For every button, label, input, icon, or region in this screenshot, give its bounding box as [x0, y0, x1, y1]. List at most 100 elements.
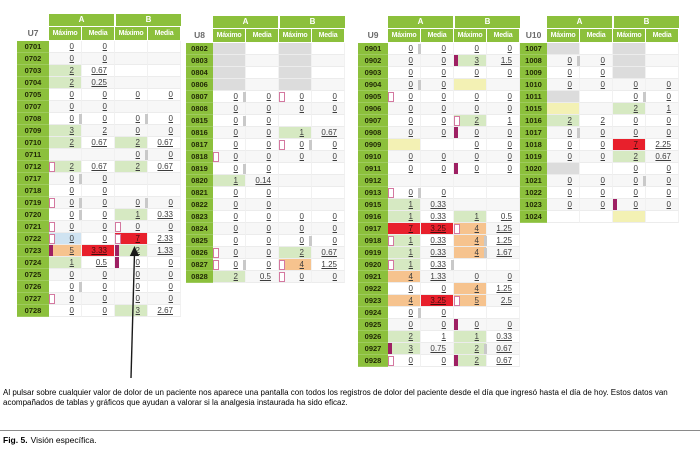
pain-value-link[interactable]: 0 [135, 90, 140, 99]
pain-value-link[interactable]: 2 [474, 356, 479, 365]
pain-value-link[interactable]: 0 [102, 222, 107, 231]
pain-value-link[interactable]: 0 [266, 104, 271, 113]
pain-value-link[interactable]: 2 [69, 162, 74, 171]
pain-value-link[interactable]: 0 [299, 212, 304, 221]
pain-value-link[interactable]: 0 [666, 80, 671, 89]
pain-value-link[interactable]: 0 [266, 224, 271, 233]
pain-value-link[interactable]: 0 [332, 104, 337, 113]
pain-value-link[interactable]: 0 [441, 320, 446, 329]
pain-value-link[interactable]: 0 [332, 272, 337, 281]
pain-value-link[interactable]: 0 [600, 128, 605, 137]
pain-value-link[interactable]: 0 [102, 42, 107, 51]
pain-value-link[interactable]: 0.67 [321, 128, 337, 137]
pain-value-link[interactable]: 0.33 [430, 212, 446, 221]
pain-value-link[interactable]: 0 [69, 270, 74, 279]
pain-value-link[interactable]: 0 [567, 188, 572, 197]
pain-value-link[interactable]: 0 [408, 188, 413, 197]
pain-value-link[interactable]: 0 [441, 308, 446, 317]
pain-value-link[interactable]: 0 [666, 128, 671, 137]
pain-value-link[interactable]: 4 [474, 224, 479, 233]
pain-value-link[interactable]: 0 [408, 92, 413, 101]
pain-value-link[interactable]: 4 [408, 296, 413, 305]
pain-value-link[interactable]: 0 [474, 164, 479, 173]
pain-value-link[interactable]: 0.33 [430, 236, 446, 245]
pain-value-link[interactable]: 0 [441, 80, 446, 89]
pain-value-link[interactable]: 0 [168, 294, 173, 303]
pain-value-link[interactable]: 0 [233, 164, 238, 173]
pain-value-link[interactable]: 2 [135, 246, 140, 255]
pain-value-link[interactable]: 0 [408, 152, 413, 161]
pain-value-link[interactable]: 0 [233, 92, 238, 101]
pain-value-link[interactable]: 0 [332, 140, 337, 149]
pain-value-link[interactable]: 0.67 [91, 162, 107, 171]
pain-value-link[interactable]: 0 [69, 234, 74, 243]
pain-value-link[interactable]: 0.67 [655, 152, 671, 161]
pain-value-link[interactable]: 0 [567, 128, 572, 137]
pain-value-link[interactable]: 0 [69, 306, 74, 315]
pain-value-link[interactable]: 0 [102, 306, 107, 315]
pain-value-link[interactable]: 0 [69, 210, 74, 219]
pain-value-link[interactable]: 1.33 [430, 272, 446, 281]
pain-value-link[interactable]: 1 [408, 200, 413, 209]
pain-value-link[interactable]: 0 [441, 92, 446, 101]
pain-value-link[interactable]: 0 [474, 92, 479, 101]
pain-value-link[interactable]: 0 [69, 114, 74, 123]
pain-value-link[interactable]: 0 [441, 284, 446, 293]
pain-value-link[interactable]: 0 [507, 272, 512, 281]
pain-value-link[interactable]: 0 [633, 164, 638, 173]
pain-value-link[interactable]: 0 [69, 102, 74, 111]
pain-value-link[interactable]: 0 [441, 44, 446, 53]
pain-value-link[interactable]: 1 [408, 248, 413, 257]
pain-value-link[interactable]: 0 [474, 152, 479, 161]
pain-value-link[interactable]: 0 [168, 270, 173, 279]
pain-value-link[interactable]: 0 [567, 200, 572, 209]
pain-value-link[interactable]: 0 [102, 294, 107, 303]
pain-value-link[interactable]: 0 [69, 174, 74, 183]
pain-value-link[interactable]: 0.75 [430, 344, 446, 353]
pain-value-link[interactable]: 0 [474, 272, 479, 281]
pain-value-link[interactable]: 0.33 [496, 332, 512, 341]
pain-value-link[interactable]: 0 [168, 282, 173, 291]
pain-value-link[interactable]: 0 [233, 260, 238, 269]
pain-value-link[interactable]: 0 [266, 140, 271, 149]
pain-value-link[interactable]: 0 [408, 44, 413, 53]
pain-value-link[interactable]: 0 [168, 90, 173, 99]
pain-value-link[interactable]: 0 [600, 56, 605, 65]
pain-value-link[interactable]: 0 [135, 150, 140, 159]
pain-value-link[interactable]: 1 [441, 332, 446, 341]
pain-value-link[interactable]: 0.67 [157, 162, 173, 171]
pain-value-link[interactable]: 0 [135, 198, 140, 207]
pain-value-link[interactable]: 0 [233, 116, 238, 125]
pain-value-link[interactable]: 0 [168, 150, 173, 159]
pain-value-link[interactable]: 0 [135, 258, 140, 267]
pain-value-link[interactable]: 0.67 [496, 356, 512, 365]
pain-value-link[interactable]: 7 [408, 224, 413, 233]
pain-value-link[interactable]: 0 [567, 152, 572, 161]
pain-value-link[interactable]: 2.25 [655, 140, 671, 149]
pain-value-link[interactable]: 2.5 [500, 296, 512, 305]
pain-value-link[interactable]: 0 [474, 320, 479, 329]
pain-value-link[interactable]: 1.25 [496, 284, 512, 293]
pain-value-link[interactable]: 0 [135, 114, 140, 123]
pain-value-link[interactable]: 0 [567, 176, 572, 185]
pain-value-link[interactable]: 1 [135, 210, 140, 219]
pain-value-link[interactable]: 2.33 [157, 234, 173, 243]
pain-value-link[interactable]: 0 [408, 308, 413, 317]
pain-value-link[interactable]: 0 [666, 92, 671, 101]
pain-value-link[interactable]: 0 [299, 272, 304, 281]
pain-value-link[interactable]: 4 [474, 284, 479, 293]
pain-value-link[interactable]: 0 [69, 222, 74, 231]
pain-value-link[interactable]: 0.5 [95, 258, 107, 267]
pain-value-link[interactable]: 0 [633, 188, 638, 197]
pain-value-link[interactable]: 0 [474, 104, 479, 113]
pain-value-link[interactable]: 0 [102, 114, 107, 123]
pain-value-link[interactable]: 0 [600, 68, 605, 77]
pain-value-link[interactable]: 0 [567, 68, 572, 77]
pain-value-link[interactable]: 0 [408, 68, 413, 77]
pain-value-link[interactable]: 0.67 [91, 138, 107, 147]
pain-value-link[interactable]: 0.67 [321, 248, 337, 257]
pain-value-link[interactable]: 3 [408, 344, 413, 353]
pain-value-link[interactable]: 0 [168, 126, 173, 135]
pain-value-link[interactable]: 0 [408, 320, 413, 329]
pain-value-link[interactable]: 0 [633, 176, 638, 185]
